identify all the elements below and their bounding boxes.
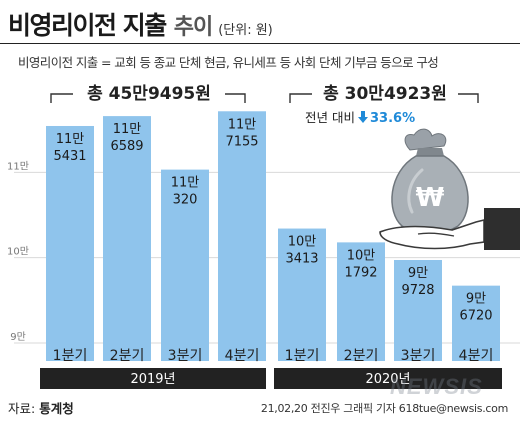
- credit-line: 21,02,20 전진우 그래픽 기자 618tue@newsis.com: [260, 402, 508, 415]
- bar-value-label: 1792: [344, 265, 377, 280]
- total-2019: 총 45만9495원: [87, 84, 211, 104]
- year-label-2019: 2019년: [130, 372, 175, 387]
- bar: [278, 228, 326, 361]
- bars-layer: [46, 111, 500, 361]
- bar: [46, 125, 94, 361]
- category-label: 1분기: [285, 348, 320, 364]
- bar-value-label: 3413: [285, 252, 318, 267]
- bar-value-label: 11만: [113, 122, 142, 137]
- category-label: 2분기: [110, 348, 145, 364]
- category-label: 1분기: [53, 348, 88, 364]
- year-band-2020: 2020년: [274, 368, 502, 389]
- title-suffix: 추이: [173, 15, 213, 40]
- value-labels: 11만 5431 11만 6589 11만 320 11만 7155 10만 3413 10만 179…: [53, 117, 492, 323]
- svg-text:₩: ₩: [416, 183, 445, 213]
- bar-value-label: 6720: [459, 309, 492, 324]
- year-label-2020: 2020년: [365, 372, 410, 387]
- subtitle: 비영리이전 지출 = 교회 등 종교 단체 현금, 유니세프 등 사회 단체 기…: [18, 55, 439, 70]
- bar-value-label: 9728: [401, 283, 434, 298]
- down-arrow-icon: [358, 111, 368, 123]
- bar: [452, 285, 500, 361]
- bar-value-label: 6589: [110, 139, 143, 154]
- bar-value-label: 11만: [56, 132, 85, 147]
- unit-label: (단위: 원): [218, 23, 273, 38]
- source-note: 자료: 통계청: [8, 398, 74, 417]
- y-tick-label: 10만: [7, 246, 29, 258]
- hand-holding-money-bag-icon: ₩: [379, 128, 520, 250]
- title-main: 비영리이전 지출: [8, 11, 167, 40]
- bar-value-label: 9만: [408, 266, 428, 281]
- category-label: 4분기: [459, 348, 494, 364]
- bar-value-label: 11만: [228, 117, 257, 132]
- source-name: 통계청: [39, 401, 74, 416]
- watermark-logo: NEWSIS: [390, 374, 483, 399]
- y-tick-labels: 9만 10만 11만: [7, 160, 29, 343]
- bar-value-label: 9만: [466, 292, 486, 307]
- bar-value-label: 7155: [225, 134, 258, 149]
- year-band-2019: 2019년: [40, 368, 266, 389]
- y-tick-label: 11만: [7, 160, 29, 172]
- y-tick-label: 9만: [10, 331, 26, 343]
- change-prefix: 전년 대비: [305, 110, 355, 125]
- source-prefix: 자료:: [8, 401, 36, 416]
- category-label: 2분기: [344, 348, 379, 364]
- page-title: 비영리이전 지출 추이 (단위: 원): [8, 6, 273, 42]
- bar: [337, 242, 385, 361]
- bar: [103, 116, 151, 361]
- bar-value-label: 320: [173, 193, 198, 208]
- change-value: 33.6%: [370, 111, 415, 126]
- bar: [218, 111, 266, 361]
- bar-value-label: 11만: [171, 176, 200, 191]
- title-divider: [0, 43, 520, 44]
- category-labels: 1분기 2분기 3분기 4분기 1분기 2분기 3분기 4분기: [53, 348, 494, 364]
- bar: [161, 169, 209, 361]
- bar-value-label: 10만: [288, 235, 317, 250]
- bar-value-label: 10만: [347, 248, 376, 263]
- bracket-2020: 총 30만4923원 전년 대비 33.6%: [289, 84, 479, 126]
- bar: [394, 259, 442, 361]
- category-label: 3분기: [401, 348, 436, 364]
- bracket-2019: 총 45만9495원: [50, 84, 246, 104]
- total-2020: 총 30만4923원: [323, 84, 447, 104]
- category-label: 3분기: [168, 348, 203, 364]
- category-label: 4분기: [225, 348, 260, 364]
- bar-value-label: 5431: [53, 149, 86, 164]
